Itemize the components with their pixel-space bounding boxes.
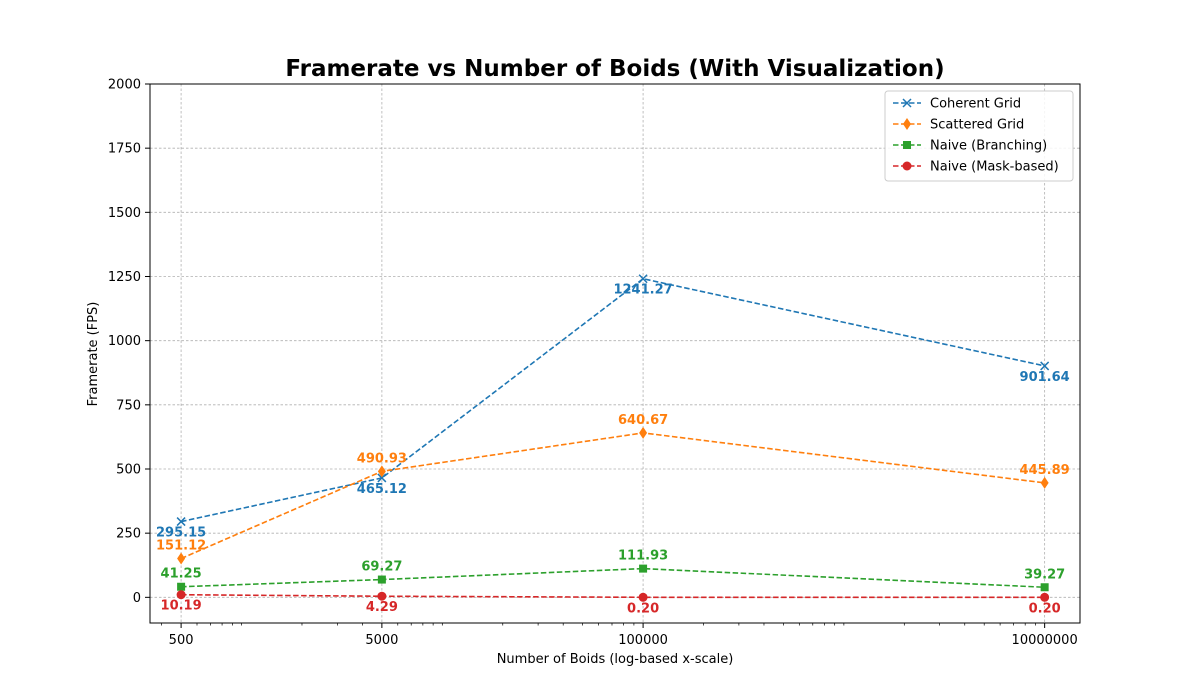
x-marker <box>176 517 186 527</box>
y-tick-label: 750 <box>116 398 141 413</box>
circle-marker <box>902 161 912 171</box>
legend-entry: Naive (Branching) <box>893 139 1047 154</box>
legend-box <box>884 90 1074 182</box>
data-label: 69.27 <box>361 560 402 575</box>
data-label: 295.15 <box>156 526 206 541</box>
data-label: 901.64 <box>1020 370 1070 385</box>
x-marker <box>377 473 387 483</box>
diamond-marker <box>1040 476 1049 489</box>
y-axis-ticks: 0 250 500 750 1000 1250 1500 1750 2000 <box>108 78 150 606</box>
y-tick-label: 1250 <box>108 270 141 285</box>
legend-label: Coherent Grid <box>930 97 1021 112</box>
square-marker <box>639 564 648 573</box>
x-marker-stroke <box>377 473 387 483</box>
x-marker <box>638 274 648 284</box>
data-markers <box>176 274 1050 602</box>
legend-label: Naive (Mask-based) <box>930 160 1059 175</box>
y-tick-label: 250 <box>116 527 141 542</box>
x-marker <box>1040 361 1050 371</box>
data-label: 39.27 <box>1024 567 1065 582</box>
chart-title: Framerate vs Number of Boids (With Visua… <box>285 56 944 82</box>
data-label: 445.89 <box>1020 463 1070 478</box>
y-axis-label: Framerate (FPS) <box>86 302 101 407</box>
data-label: 41.25 <box>161 567 202 582</box>
diamond-marker <box>377 465 386 478</box>
x-tick-label: 10000000 <box>1012 633 1078 648</box>
square-marker <box>177 582 186 591</box>
data-label: 465.12 <box>357 482 407 497</box>
data-label: 151.12 <box>156 539 206 554</box>
legend-label: Scattered Grid <box>930 118 1024 133</box>
y-tick-label: 0 <box>133 591 141 606</box>
circle-marker <box>377 591 387 601</box>
circle-marker <box>1040 592 1050 602</box>
square-marker <box>377 575 386 584</box>
series-lines <box>180 277 1045 599</box>
y-tick-label: 500 <box>116 463 141 478</box>
series-line <box>181 593 1045 599</box>
diamond-marker <box>177 552 186 565</box>
circle-marker <box>638 592 648 602</box>
x-axis-ticks: 500 5000 100000 10000000 <box>161 623 1078 648</box>
diamond-marker <box>639 426 648 439</box>
legend-entry: Scattered Grid <box>893 118 1024 133</box>
legend-entry: Coherent Grid <box>893 97 1021 112</box>
square-marker <box>903 141 911 149</box>
data-label: 4.29 <box>366 600 398 615</box>
data-label: 0.20 <box>1029 601 1061 616</box>
diamond-marker <box>903 118 911 130</box>
data-label: 10.19 <box>161 599 202 614</box>
data-labels: 295.15 465.12 1241.27 901.64 151.12 490.93 640… <box>156 283 1070 617</box>
y-tick-label: 1750 <box>108 142 141 157</box>
x-marker-stroke <box>902 98 912 108</box>
series-line <box>180 432 1045 560</box>
x-tick-label: 100000 <box>618 633 668 648</box>
y-tick-label: 1000 <box>108 334 141 349</box>
legend: Coherent Grid Scattered Grid Naive (Branch… <box>884 90 1074 182</box>
legend-label: Naive (Branching) <box>930 139 1047 154</box>
x-marker-stroke <box>1040 361 1050 371</box>
legend-entry: Naive (Mask-based) <box>893 160 1059 175</box>
data-label: 0.20 <box>627 601 659 616</box>
x-tick-label: 5000 <box>365 633 398 648</box>
series-line <box>181 567 1045 589</box>
plot-frame <box>149 83 1081 624</box>
series-line <box>180 277 1045 523</box>
data-label: 640.67 <box>618 413 668 428</box>
y-tick-label: 2000 <box>108 78 141 93</box>
x-tick-label: 500 <box>169 633 194 648</box>
circle-marker <box>176 590 186 600</box>
data-label: 111.93 <box>618 549 668 564</box>
x-marker-stroke <box>176 517 186 527</box>
x-marker <box>902 98 912 108</box>
data-label: 1241.27 <box>613 283 672 298</box>
square-marker <box>1040 583 1049 592</box>
y-tick-label: 1500 <box>108 206 141 221</box>
x-axis-label: Number of Boids (log-based x-scale) <box>497 652 734 667</box>
x-marker-stroke <box>638 274 648 284</box>
data-label: 490.93 <box>357 451 407 466</box>
